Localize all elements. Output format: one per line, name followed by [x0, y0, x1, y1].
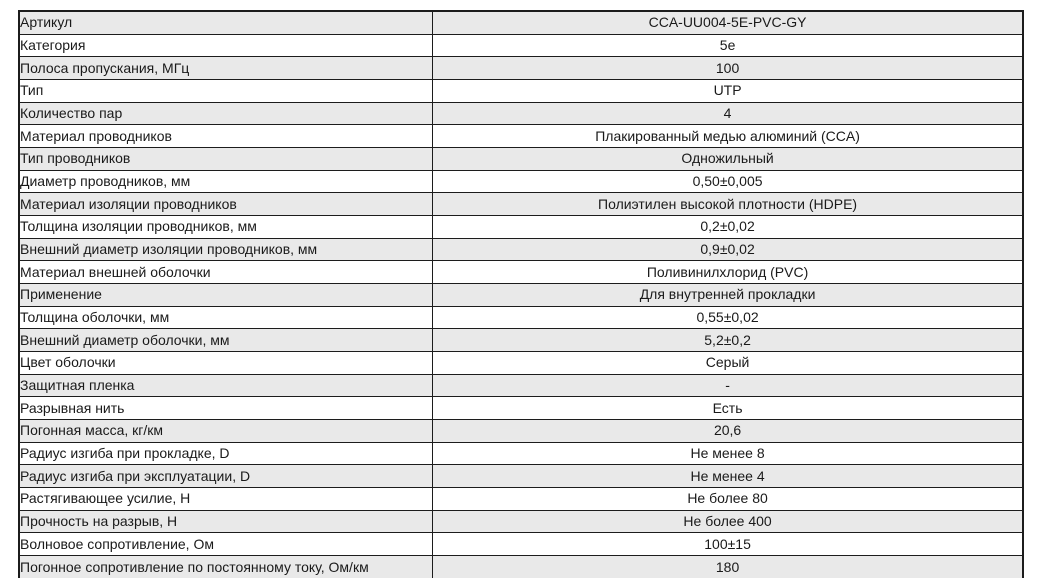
spec-row: Погонное сопротивление по постоянному то… — [18, 555, 1024, 578]
spec-row: Категория 5e — [18, 33, 1024, 58]
spec-value-cell: Не менее 8 — [432, 441, 1024, 466]
spec-value-cell: Плакированный медью алюминий (CCA) — [432, 124, 1024, 149]
spec-label-cell: Разрывная нить — [18, 396, 434, 421]
spec-label-cell: Диаметр проводников, мм — [18, 169, 434, 194]
spec-label-cell: Защитная пленка — [18, 373, 434, 398]
spec-value-cell: Серый — [432, 351, 1024, 375]
spec-row: Полоса пропускания, МГц 100 — [18, 56, 1024, 81]
spec-row: Материал изоляции проводников Полиэтилен… — [18, 192, 1024, 217]
spec-row: Материал проводников Плакированный медью… — [18, 124, 1024, 149]
spec-value-cell: Не более 400 — [432, 509, 1024, 534]
spec-label-cell: Категория — [18, 33, 434, 58]
spec-label-cell: Радиус изгиба при эксплуатации, D — [18, 464, 434, 489]
spec-value-cell: Не менее 4 — [432, 464, 1024, 489]
spec-label-cell: Материал изоляции проводников — [18, 192, 434, 217]
spec-row: Количество пар 4 — [18, 101, 1024, 126]
spec-row: Диаметр проводников, мм 0,50±0,005 — [18, 169, 1024, 194]
spec-row: Применение Для внутренней прокладки — [18, 283, 1024, 307]
spec-row: Радиус изгиба при эксплуатации, D Не мен… — [18, 464, 1024, 489]
spec-label-cell: Прочность на разрыв, Н — [18, 509, 434, 534]
spec-row: Прочность на разрыв, Н Не более 400 — [18, 509, 1024, 534]
spec-value-cell: Поливинилхлорид (PVC) — [432, 260, 1024, 285]
spec-label-cell: Цвет оболочки — [18, 351, 434, 375]
spec-label-cell: Материал проводников — [18, 124, 434, 149]
spec-row: Толщина оболочки, мм 0,55±0,02 — [18, 305, 1024, 330]
spec-row: Толщина изоляции проводников, мм 0,2±0,0… — [18, 215, 1024, 239]
spec-value-cell: 0,2±0,02 — [432, 215, 1024, 239]
spec-value-cell: 4 — [432, 101, 1024, 126]
spec-label-cell: Артикул — [18, 10, 434, 35]
spec-label-cell: Количество пар — [18, 101, 434, 126]
spec-value-cell: UTP — [432, 79, 1024, 103]
spec-value-cell: - — [432, 373, 1024, 398]
spec-row: Тип UTP — [18, 79, 1024, 103]
spec-row: Волновое сопротивление, Ом 100±15 — [18, 532, 1024, 557]
spec-value-cell: 0,55±0,02 — [432, 305, 1024, 330]
spec-value-cell: CCA-UU004-5E-PVC-GY — [432, 10, 1024, 35]
spec-label-cell: Полоса пропускания, МГц — [18, 56, 434, 81]
spec-value-cell: 0,9±0,02 — [432, 237, 1024, 262]
spec-value-cell: Есть — [432, 396, 1024, 421]
spec-row: Внешний диаметр оболочки, мм 5,2±0,2 — [18, 328, 1024, 353]
spec-row: Растягивающее усилие, Н Не более 80 — [18, 487, 1024, 511]
spec-row: Материал внешней оболочки Поливинилхлори… — [18, 260, 1024, 285]
spec-value-cell: 20,6 — [432, 419, 1024, 443]
spec-label-cell: Погонное сопротивление по постоянному то… — [18, 555, 434, 578]
spec-value-cell: 0,50±0,005 — [432, 169, 1024, 194]
spec-label-cell: Погонная масса, кг/км — [18, 419, 434, 443]
spec-label-cell: Тип — [18, 79, 434, 103]
spec-row: Радиус изгиба при прокладке, D Не менее … — [18, 441, 1024, 466]
spec-row: Внешний диаметр изоляции проводников, мм… — [18, 237, 1024, 262]
spec-label-cell: Применение — [18, 283, 434, 307]
spec-table-body: Артикул CCA-UU004-5E-PVC-GY Категория 5e… — [18, 10, 1024, 578]
spec-value-cell: Для внутренней прокладки — [432, 283, 1024, 307]
spec-row: Цвет оболочки Серый — [18, 351, 1024, 375]
spec-value-cell: Не более 80 — [432, 487, 1024, 511]
spec-row: Тип проводников Одножильный — [18, 147, 1024, 171]
spec-label-cell: Растягивающее усилие, Н — [18, 487, 434, 511]
spec-value-cell: 5e — [432, 33, 1024, 58]
spec-value-cell: 180 — [432, 555, 1024, 578]
spec-row: Артикул CCA-UU004-5E-PVC-GY — [18, 10, 1024, 35]
cable-spec-table: Артикул CCA-UU004-5E-PVC-GY Категория 5e… — [18, 10, 1024, 578]
spec-label-cell: Радиус изгиба при прокладке, D — [18, 441, 434, 466]
spec-row: Защитная пленка - — [18, 373, 1024, 398]
spec-row: Разрывная нить Есть — [18, 396, 1024, 421]
spec-value-cell: Одножильный — [432, 147, 1024, 171]
spec-label-cell: Материал внешней оболочки — [18, 260, 434, 285]
spec-value-cell: 100 — [432, 56, 1024, 81]
spec-value-cell: 5,2±0,2 — [432, 328, 1024, 353]
spec-row: Погонная масса, кг/км 20,6 — [18, 419, 1024, 443]
spec-label-cell: Толщина оболочки, мм — [18, 305, 434, 330]
spec-label-cell: Внешний диаметр оболочки, мм — [18, 328, 434, 353]
spec-label-cell: Толщина изоляции проводников, мм — [18, 215, 434, 239]
spec-value-cell: Полиэтилен высокой плотности (HDPE) — [432, 192, 1024, 217]
spec-label-cell: Волновое сопротивление, Ом — [18, 532, 434, 557]
spec-value-cell: 100±15 — [432, 532, 1024, 557]
spec-label-cell: Внешний диаметр изоляции проводников, мм — [18, 237, 434, 262]
spec-label-cell: Тип проводников — [18, 147, 434, 171]
